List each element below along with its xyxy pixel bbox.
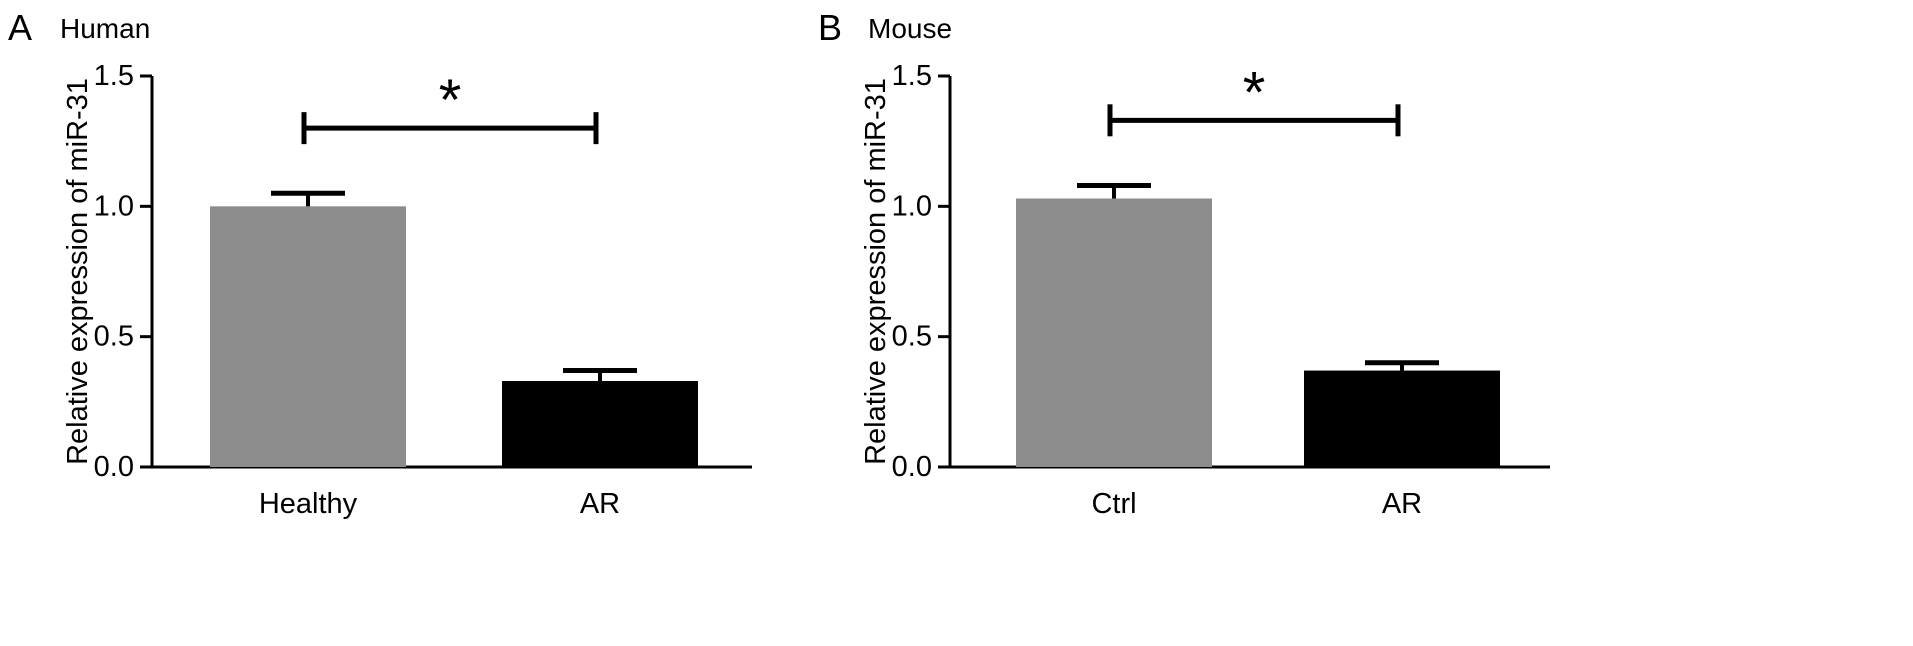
x-tick-label: Healthy xyxy=(259,488,358,520)
y-tick-label: 1.5 xyxy=(892,60,932,92)
y-axis-label: Relative expression of miR-31 xyxy=(62,78,94,465)
bar xyxy=(1016,198,1212,467)
x-tick-labels: Ctrl AR xyxy=(1091,488,1422,520)
y-tick-label: 0.5 xyxy=(892,321,932,353)
x-tick-label: Ctrl xyxy=(1091,488,1136,520)
panel-letter: B xyxy=(818,7,842,48)
significance-bracket: * xyxy=(301,68,599,145)
bar xyxy=(210,206,406,468)
panel-letter: A xyxy=(8,7,32,48)
bars xyxy=(1016,182,1500,467)
y-tick-label: 1.0 xyxy=(892,190,932,222)
significance-bracket: * xyxy=(1107,60,1401,137)
panel-title: Mouse xyxy=(868,13,952,44)
y-axis-label: Relative expression of miR-31 xyxy=(860,78,892,465)
panel-title: Human xyxy=(60,13,150,44)
y-tick-label: 1.5 xyxy=(94,60,134,92)
y-tick-label: 1.0 xyxy=(94,190,134,222)
panel-b: B Mouse Relative expression of miR-31 0.… xyxy=(818,7,1550,520)
x-tick-label: AR xyxy=(1382,488,1422,520)
bars xyxy=(210,190,698,468)
bar xyxy=(502,380,698,467)
panel-a: A Human Relative expression of miR-31 0.… xyxy=(8,7,752,520)
significance-star: * xyxy=(1243,60,1266,125)
y-tick-label: 0.0 xyxy=(892,451,932,483)
significance-star: * xyxy=(439,68,462,133)
y-ticks: 0.0 0.5 1.0 1.5 xyxy=(892,60,950,483)
y-tick-label: 0.0 xyxy=(94,451,134,483)
bar xyxy=(1304,370,1500,467)
x-tick-label: AR xyxy=(580,488,620,520)
y-tick-label: 0.5 xyxy=(94,321,134,353)
x-tick-labels: Healthy AR xyxy=(259,488,620,520)
y-ticks: 0.0 0.5 1.0 1.5 xyxy=(94,60,152,483)
